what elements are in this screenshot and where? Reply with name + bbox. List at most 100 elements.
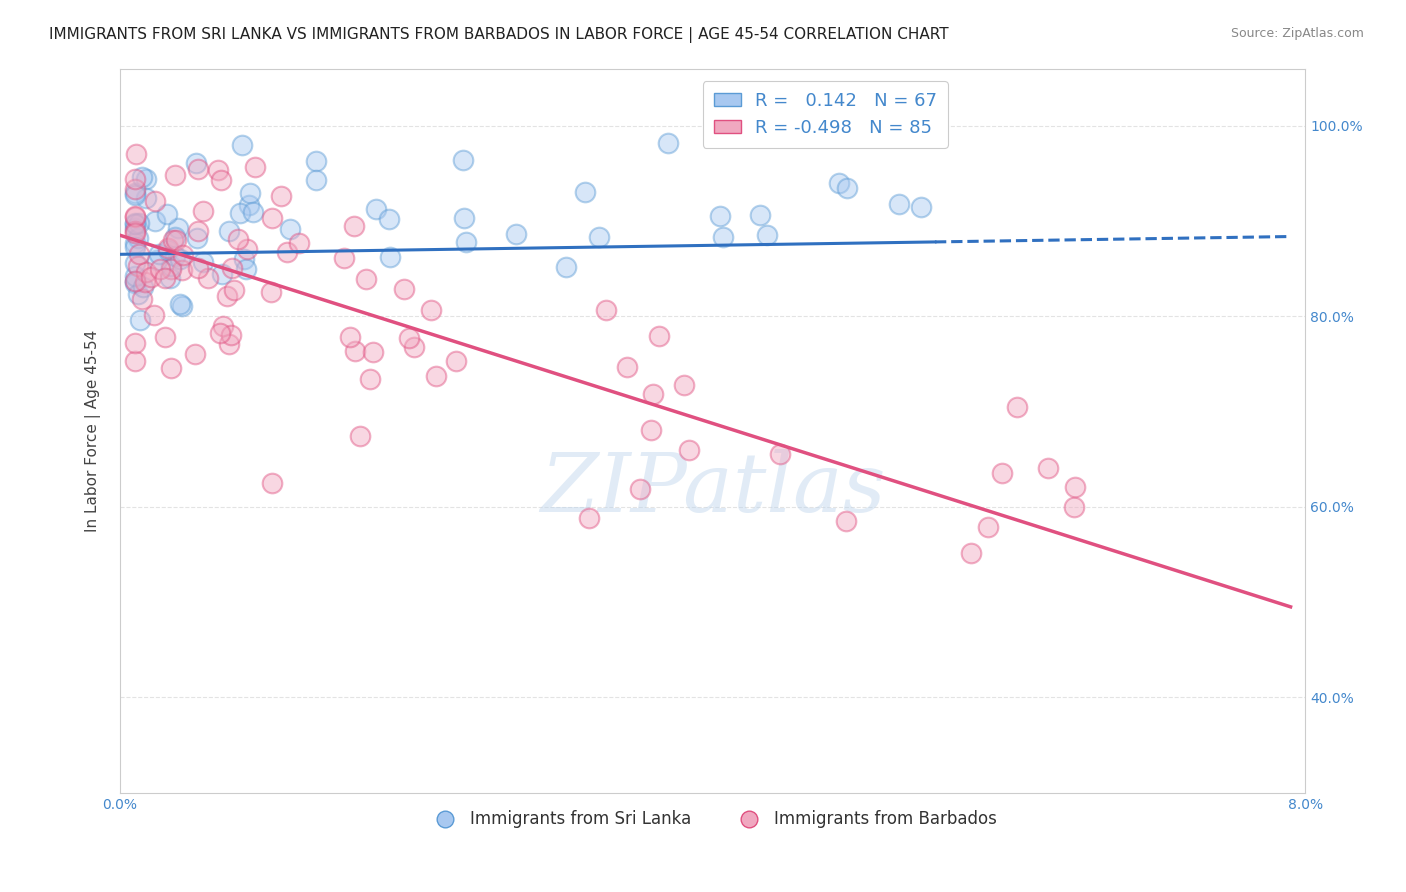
Point (236, 242, 259, 256)
Point (270, 189, 292, 203)
Point (207, 163, 229, 178)
Point (160, 262, 183, 277)
Point (834, 514, 856, 528)
Point (187, 162, 209, 177)
Point (187, 260, 209, 275)
Point (208, 326, 231, 340)
Point (124, 236, 146, 251)
Point (827, 177, 849, 191)
Point (124, 276, 146, 290)
Point (124, 269, 146, 284)
Point (380, 250, 402, 264)
Point (231, 137, 253, 152)
Point (153, 270, 176, 285)
Point (211, 267, 233, 281)
Point (361, 344, 384, 359)
Point (453, 211, 475, 225)
Text: IMMIGRANTS FROM SRI LANKA VS IMMIGRANTS FROM BARBADOS IN LABOR FORCE | AGE 45-54: IMMIGRANTS FROM SRI LANKA VS IMMIGRANTS … (49, 27, 949, 43)
Point (641, 387, 664, 401)
Point (193, 204, 215, 219)
Point (169, 252, 191, 266)
Point (124, 240, 146, 254)
Point (1063, 500, 1085, 515)
Point (124, 209, 146, 223)
Point (769, 447, 792, 461)
Point (155, 330, 177, 344)
Point (211, 318, 233, 333)
Point (187, 224, 209, 238)
Point (124, 217, 146, 231)
Point (354, 272, 377, 286)
Point (184, 156, 207, 170)
Point (276, 244, 298, 259)
Point (135, 191, 157, 205)
Point (186, 231, 208, 245)
Point (124, 274, 146, 288)
Point (305, 153, 328, 168)
Point (128, 215, 150, 229)
Point (711, 230, 734, 244)
Point (163, 168, 186, 182)
Point (574, 185, 596, 199)
Point (242, 205, 264, 219)
Point (170, 299, 193, 313)
Point (402, 340, 425, 354)
Point (148, 247, 170, 261)
Point (124, 186, 146, 200)
Point (197, 270, 219, 285)
Point (222, 283, 245, 297)
Point (239, 186, 262, 200)
Point (233, 252, 256, 266)
Point (146, 252, 169, 267)
Point (127, 260, 149, 274)
Point (444, 353, 467, 368)
Point (960, 546, 983, 560)
Point (219, 328, 242, 343)
Point (165, 233, 187, 247)
Point (124, 226, 146, 240)
Point (221, 261, 243, 276)
Point (131, 292, 153, 306)
Point (578, 511, 600, 525)
Point (159, 271, 181, 285)
Point (135, 265, 157, 279)
Point (394, 282, 416, 296)
Point (595, 302, 617, 317)
Point (378, 211, 401, 226)
Point (349, 428, 371, 442)
Point (143, 308, 166, 322)
Point (977, 520, 1000, 534)
Point (155, 207, 177, 221)
Point (149, 261, 172, 276)
Point (359, 372, 381, 386)
Point (124, 188, 146, 202)
Point (218, 224, 240, 238)
Point (425, 369, 447, 384)
Point (333, 251, 356, 265)
Point (156, 241, 179, 255)
Point (278, 221, 301, 235)
Point (640, 423, 662, 437)
Point (343, 343, 366, 358)
Text: ZIPatlas: ZIPatlas (540, 449, 886, 529)
Point (887, 197, 910, 211)
Point (755, 227, 778, 242)
Point (678, 443, 700, 458)
Point (260, 476, 283, 491)
Y-axis label: In Labor Force | Age 45-54: In Labor Force | Age 45-54 (86, 329, 101, 532)
Point (657, 136, 679, 150)
Point (184, 346, 207, 360)
Point (124, 335, 146, 350)
Point (451, 153, 474, 167)
Legend: Immigrants from Sri Lanka, Immigrants from Barbados: Immigrants from Sri Lanka, Immigrants fr… (422, 804, 1004, 835)
Point (124, 182, 146, 196)
Point (235, 261, 257, 276)
Point (172, 248, 194, 262)
Point (159, 259, 181, 273)
Point (1064, 480, 1087, 494)
Point (709, 209, 731, 223)
Point (616, 359, 638, 374)
Point (124, 210, 146, 224)
Point (419, 302, 441, 317)
Point (167, 221, 190, 235)
